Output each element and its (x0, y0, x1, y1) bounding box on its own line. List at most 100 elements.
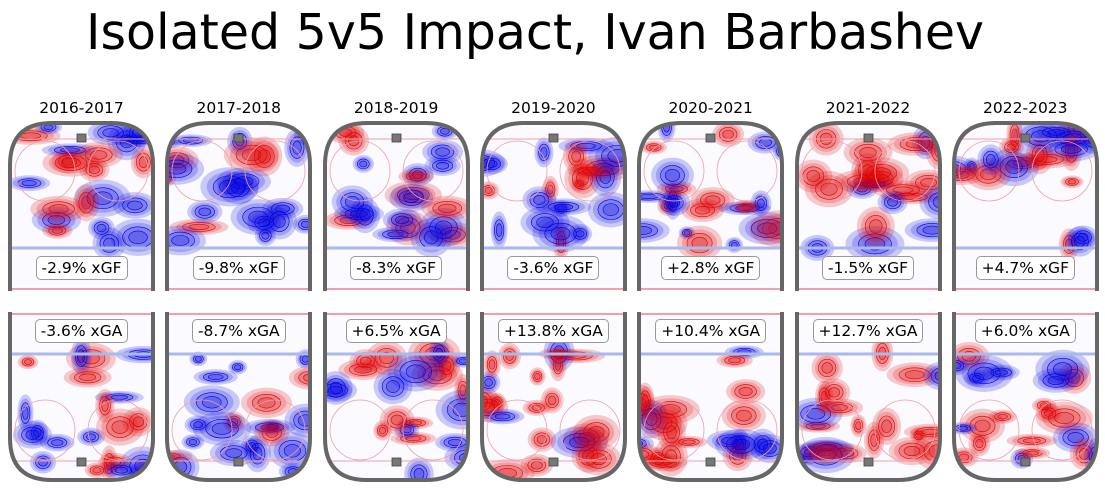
goal-net (233, 457, 244, 467)
negative-density-contour (999, 155, 1029, 178)
positive-density-contour (712, 123, 745, 148)
negative-density-contour (196, 392, 229, 413)
positive-density-contour (1006, 433, 1057, 448)
negative-density-contour (1060, 144, 1082, 154)
positive-density-contour (438, 357, 454, 375)
negative-density-contour (852, 178, 894, 191)
negative-density-contour (726, 435, 756, 454)
negative-density-contour (977, 144, 1004, 175)
positive-density-contour (958, 453, 970, 461)
negative-density-contour (244, 419, 296, 436)
negative-density-contour (169, 134, 213, 147)
negative-density-contour (750, 190, 772, 217)
positive-density-contour (839, 449, 854, 457)
faceoff-circle (14, 399, 76, 461)
positive-density-contour (719, 127, 738, 142)
negative-density-contour (572, 228, 587, 240)
xgf-heatmap (794, 121, 942, 291)
negative-density-contour (96, 223, 107, 233)
negative-density-contour (305, 131, 311, 140)
positive-density-contour (639, 393, 650, 416)
negative-density-contour (413, 468, 424, 480)
negative-density-contour (47, 215, 66, 225)
negative-density-contour (122, 197, 148, 214)
negative-density-contour (495, 223, 503, 237)
negative-density-contour (520, 206, 570, 238)
positive-density-contour (796, 159, 832, 193)
boards (794, 312, 942, 482)
positive-density-contour (258, 149, 271, 164)
xgf-label: +2.8% xGF (660, 256, 761, 280)
season-label: 2017-2018 (196, 99, 282, 117)
positive-density-contour (498, 342, 521, 370)
faceoff-circle (958, 140, 1020, 202)
negative-density-contour (30, 425, 44, 441)
positive-density-contour (888, 436, 935, 466)
positive-density-contour (17, 354, 39, 370)
positive-density-contour (892, 186, 913, 194)
negative-density-contour (569, 436, 590, 448)
positive-density-contour (669, 185, 684, 192)
positive-density-contour (145, 469, 153, 480)
positive-density-contour (1067, 179, 1077, 185)
positive-density-contour (814, 178, 843, 200)
positive-density-contour (655, 416, 673, 430)
positive-density-contour (359, 356, 371, 366)
positive-density-contour (880, 190, 940, 205)
positive-density-contour (905, 139, 925, 149)
negative-density-contour (261, 203, 298, 240)
negative-density-contour (284, 403, 311, 438)
positive-density-contour (716, 352, 753, 368)
negative-density-contour (1042, 373, 1069, 388)
positive-density-contour (224, 137, 280, 173)
positive-density-contour (420, 195, 468, 221)
faceoff-circle (171, 399, 233, 461)
positive-density-contour (459, 384, 466, 397)
negative-density-contour (434, 147, 450, 157)
positive-density-contour (257, 397, 276, 409)
negative-density-contour (558, 137, 614, 155)
positive-density-contour (399, 434, 427, 443)
positive-density-contour (254, 144, 275, 168)
negative-density-contour (248, 210, 268, 224)
faceoff-circle (171, 140, 233, 202)
negative-density-contour (435, 161, 449, 170)
negative-density-contour (759, 138, 773, 147)
positive-density-contour (972, 436, 986, 451)
positive-density-contour (73, 371, 102, 384)
negative-density-contour (26, 419, 49, 446)
negative-density-contour (10, 175, 51, 192)
positive-density-contour (48, 204, 69, 214)
negative-density-contour (550, 226, 571, 241)
goal-net (548, 457, 559, 467)
positive-density-contour (385, 209, 430, 246)
negative-density-contour (535, 198, 592, 216)
negative-density-contour (390, 213, 413, 227)
negative-density-contour (210, 439, 259, 467)
negative-density-contour (600, 144, 625, 167)
season-label: 2019-2020 (511, 99, 596, 117)
negative-density-contour (86, 433, 97, 441)
negative-density-contour (990, 367, 1012, 378)
positive-density-contour (903, 423, 940, 440)
negative-density-contour (718, 201, 772, 216)
negative-density-contour (716, 434, 743, 448)
positive-density-contour (898, 367, 931, 382)
chart-title: Isolated 5v5 Impact, Ivan Barbashev (86, 4, 984, 61)
negative-density-contour (127, 200, 143, 211)
positive-density-contour (741, 204, 752, 210)
negative-density-contour (70, 337, 92, 375)
positive-density-contour (864, 215, 887, 238)
positive-density-contour (111, 420, 129, 434)
positive-density-contour (690, 187, 735, 214)
negative-density-contour (547, 201, 580, 213)
negative-density-contour (394, 420, 419, 440)
positive-density-contour (481, 384, 499, 419)
positive-density-contour (572, 178, 586, 191)
faceoff-circle (402, 399, 463, 461)
positive-density-contour (817, 358, 836, 378)
negative-density-contour (1047, 376, 1064, 386)
positive-density-contour (547, 395, 557, 406)
negative-density-contour (484, 378, 493, 387)
negative-density-contour (927, 192, 940, 212)
